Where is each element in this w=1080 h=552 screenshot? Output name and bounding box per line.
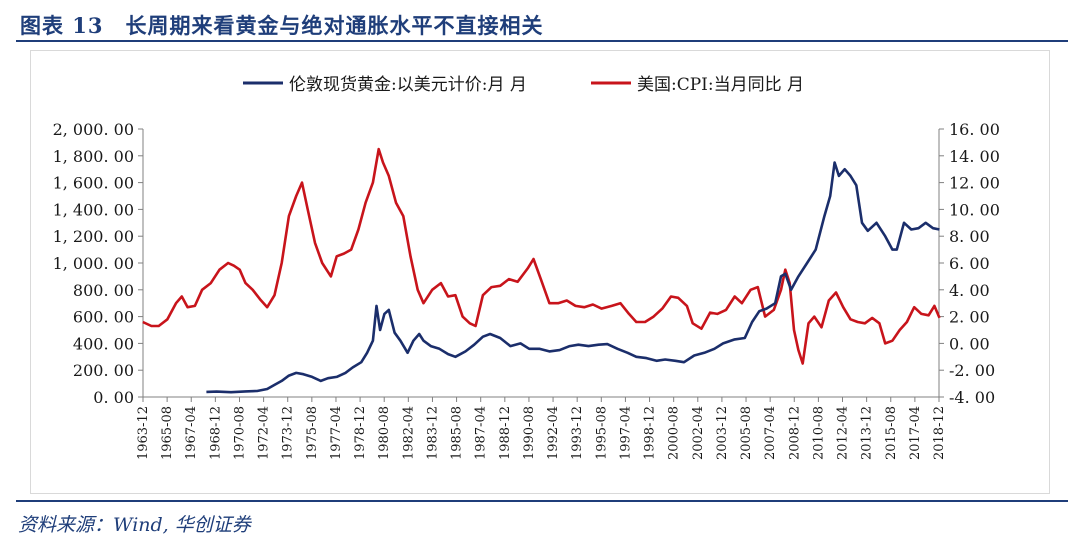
footer-divider [16, 500, 1068, 502]
y-right-tick-label: 10. 00 [949, 200, 1000, 219]
x-tick-label: 1978-12 [353, 406, 368, 460]
y-right-tick-label: 0. 00 [949, 334, 990, 353]
y-left-tick-label: 2, 000. 00 [53, 120, 134, 139]
legend: 伦敦现货黄金:以美元计价:月 月 美国:CPI:当月同比 月 [243, 75, 804, 95]
x-tick-label: 2003-12 [715, 406, 730, 460]
x-tick-label: 1985-08 [450, 406, 465, 460]
y-left-tick-label: 0. 00 [93, 388, 134, 407]
series-line-gold [206, 161, 940, 394]
y-right-tick-label: 4. 00 [949, 281, 990, 300]
x-tick-label: 2007-04 [763, 406, 778, 460]
axes: 2, 000. 00 16. 00 1, 800. 00 14. 00 1, 600. … [53, 120, 1000, 460]
y-right-tick-label: 14. 00 [949, 147, 1000, 166]
x-tick-label: 1963-12 [136, 406, 151, 460]
x-tick-label: 1997-04 [618, 406, 633, 460]
x-tick-label: 1980-08 [377, 406, 392, 460]
x-tick-label: 2012-04 [836, 406, 851, 460]
y-left-tick-label: 800. 00 [73, 281, 134, 300]
x-tick-label: 1987-04 [474, 406, 489, 460]
y-left-tick-label: 400. 00 [73, 334, 134, 353]
y-right-tick-label: -4. 00 [949, 388, 995, 407]
legend-label-gold: 伦敦现货黄金:以美元计价:月 月 [289, 75, 527, 95]
y-right-tick-label: 2. 00 [949, 308, 990, 327]
y-right-tick-label: 6. 00 [949, 254, 990, 273]
x-tick-label: 1973-12 [281, 406, 296, 460]
x-tick-label: 1968-12 [208, 406, 223, 460]
figure-title: 图表 13 长周期来看黄金与绝对通胀水平不直接相关 [20, 13, 544, 38]
x-tick-label: 1995-08 [594, 406, 609, 460]
x-tick-label: 2002-04 [691, 406, 706, 460]
x-tick-label: 1970-08 [232, 406, 247, 460]
x-tick-label: 2008-12 [787, 406, 802, 460]
title-bar: 图表 13 长周期来看黄金与绝对通胀水平不直接相关 [16, 4, 1060, 40]
x-tick-label: 1975-08 [305, 406, 320, 460]
x-tick-label: 1977-04 [329, 406, 344, 460]
y-left-tick-label: 1, 600. 00 [53, 174, 134, 193]
x-tick-label: 1965-08 [160, 406, 175, 460]
x-tick-label: 2015-08 [884, 406, 899, 460]
y-left-tick-label: 1, 400. 00 [53, 200, 134, 219]
y-left-tick-label: 1, 000. 00 [53, 254, 134, 273]
x-tick-label: 2000-08 [667, 406, 682, 460]
x-tick-label: 2005-08 [739, 406, 754, 460]
chart: 伦敦现货黄金:以美元计价:月 月 美国:CPI:当月同比 月 2, 000. 0… [53, 75, 1000, 460]
chart-frame: 伦敦现货黄金:以美元计价:月 月 美国:CPI:当月同比 月 2, 000. 0… [30, 50, 1050, 494]
x-tick-label: 2018-12 [932, 406, 947, 460]
legend-label-cpi: 美国:CPI:当月同比 月 [637, 75, 804, 95]
x-tick-label: 2010-08 [811, 406, 826, 460]
y-right-tick-label: -2. 00 [949, 361, 995, 380]
x-tick-label: 1998-12 [643, 406, 658, 460]
series-line-cpi [142, 147, 941, 365]
x-tick-label: 1992-04 [546, 406, 561, 460]
y-left-tick-label: 200. 00 [73, 361, 134, 380]
x-tick-label: 1993-12 [570, 406, 585, 460]
x-tick-label: 1967-04 [184, 406, 199, 460]
x-tick-label: 2013-12 [860, 406, 875, 460]
y-right-tick-label: 8. 00 [949, 227, 990, 246]
x-tick-label: 1990-08 [522, 406, 537, 460]
x-tick-label: 1982-04 [401, 406, 416, 460]
y-left-tick-label: 1, 800. 00 [53, 147, 134, 166]
title-divider [16, 40, 1068, 42]
x-tick-label: 1988-12 [498, 406, 513, 460]
y-right-tick-label: 16. 00 [949, 120, 1000, 139]
x-tick-label: 1983-12 [425, 406, 440, 460]
y-right-tick-label: 12. 00 [949, 174, 1000, 193]
y-left-tick-label: 1, 200. 00 [53, 227, 134, 246]
y-left-tick-label: 600. 00 [73, 308, 134, 327]
x-tick-label: 1972-04 [257, 406, 272, 460]
series-layer [142, 147, 941, 394]
x-tick-label: 2017-04 [908, 406, 923, 460]
source-note: 资料来源：Wind, 华创证券 [18, 514, 251, 536]
